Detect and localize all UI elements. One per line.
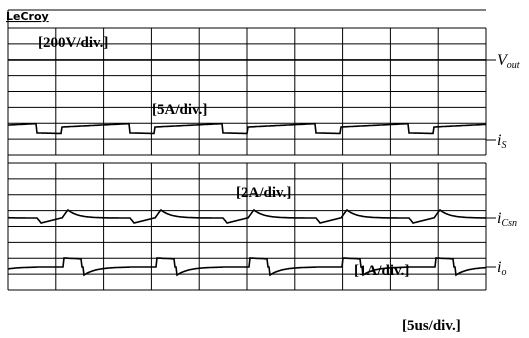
oscilloscope-screenshot: LeCroy [200V/div.] [5A/div.] [2A/div.] [… xyxy=(0,0,529,338)
trace-subscript: S xyxy=(501,140,506,151)
scale-label: [200V/div.] xyxy=(38,35,108,51)
scale-label: [5A/div.] xyxy=(152,102,207,118)
brand: LeCroy xyxy=(6,10,49,23)
scale-label: [1A/div.] xyxy=(354,263,409,279)
trace-subscript: o xyxy=(501,267,506,278)
scale-label: [5us/div.] xyxy=(402,318,461,334)
scale-label: [2A/div.] xyxy=(236,185,291,201)
trace-subscript: out xyxy=(507,60,520,71)
trace-subscript: Csn xyxy=(501,218,517,229)
